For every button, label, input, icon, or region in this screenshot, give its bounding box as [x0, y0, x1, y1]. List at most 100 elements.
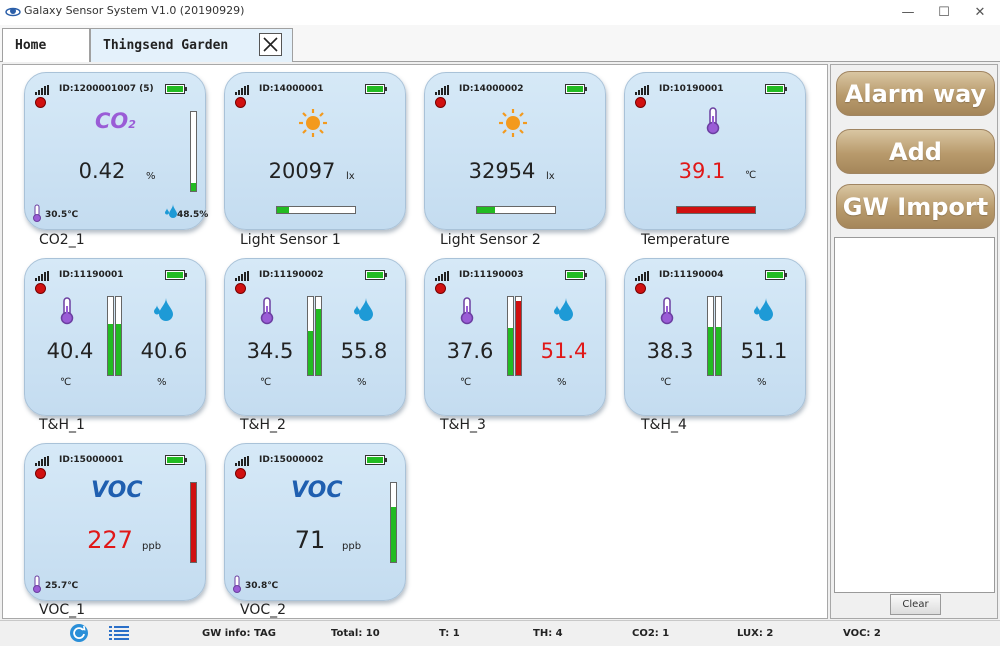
th4-hum-bar — [715, 296, 722, 376]
title-bar: Galaxy Sensor System V1.0 (20190929) — ☐… — [0, 0, 1000, 25]
th2-temp-bar — [307, 296, 314, 376]
tab-close-button[interactable] — [259, 33, 282, 56]
signal-icon — [235, 456, 249, 466]
humidity-drop-icon — [754, 298, 773, 321]
sensor-caption-th-3: T&H_3 — [440, 417, 486, 433]
sensor-card-light-2[interactable]: ID:14000002 32954 lx — [424, 72, 606, 230]
th2-hum-unit: % — [357, 377, 367, 388]
signal-icon — [635, 271, 649, 281]
co2-count: CO2: 1 — [632, 628, 670, 639]
sensor-card-th-4[interactable]: ID:11190004 38.3 51.1 ℃ % — [624, 258, 806, 416]
voc1-level-bar — [190, 482, 197, 563]
humidity-drop-icon — [165, 204, 177, 218]
voc2-temp-reading: 30.8℃ — [245, 581, 279, 591]
thermometer-icon — [33, 204, 41, 222]
total-count: Total: 10 — [331, 628, 380, 639]
sensor-card-voc-1[interactable]: ID:15000001 VOC 227 ppb 25.7℃ — [24, 443, 206, 601]
thermometer-icon — [460, 297, 474, 325]
clear-button[interactable]: Clear — [890, 594, 941, 615]
signal-icon — [235, 271, 249, 281]
tab-bar: Home Thingsend Garden — [0, 25, 1000, 62]
sensor-card-co2-1[interactable]: ID:1200001007 (5) CO2 0.42 % 30.5℃ 48.5% — [24, 72, 208, 230]
device-id: ID:14000001 — [259, 84, 324, 94]
list-view-icon[interactable] — [109, 625, 129, 641]
alarm-led — [35, 97, 46, 108]
status-bar: GW info: TAG Total: 10 T: 1 TH: 4 CO2: 1… — [0, 620, 1000, 646]
th4-temp-unit: ℃ — [660, 377, 672, 388]
thermometer-icon — [660, 297, 674, 325]
level-fill — [108, 324, 113, 375]
level-fill — [477, 207, 495, 213]
battery-icon — [565, 270, 587, 280]
device-id: ID:11190004 — [659, 270, 724, 280]
sensor-card-temperature[interactable]: ID:10190001 39.1 ℃ — [624, 72, 806, 230]
battery-icon — [565, 84, 587, 94]
log-list[interactable] — [834, 237, 995, 593]
light2-level-bar — [476, 206, 556, 214]
gw-import-button[interactable]: GW Import — [836, 184, 995, 229]
thermometer-icon — [260, 297, 274, 325]
thermometer-icon — [33, 575, 41, 593]
light1-unit: lx — [346, 171, 355, 182]
device-id: ID:14000002 — [459, 84, 524, 94]
signal-icon — [635, 85, 649, 95]
t-count: T: 1 — [439, 628, 460, 639]
th1-temp-unit: ℃ — [60, 377, 72, 388]
signal-icon — [35, 456, 49, 466]
sensor-caption-voc-1: VOC_1 — [39, 602, 86, 618]
device-id: ID:15000001 — [59, 455, 124, 465]
sensor-caption-temperature: Temperature — [641, 232, 730, 248]
level-fill — [191, 483, 196, 562]
humidity-drop-icon — [154, 298, 173, 321]
th4-temp-bar — [707, 296, 714, 376]
battery-icon — [765, 84, 787, 94]
level-fill — [316, 308, 321, 375]
sensor-grid-panel: ID:1200001007 (5) CO2 0.42 % 30.5℃ 48.5%… — [2, 64, 828, 619]
sensor-caption-th-1: T&H_1 — [39, 417, 85, 433]
th1-hum-value: 40.6 — [140, 339, 188, 363]
sensor-card-th-2[interactable]: ID:11190002 34.5 55.8 ℃ % — [224, 258, 406, 416]
battery-icon — [365, 270, 387, 280]
alarm-way-button[interactable]: Alarm way — [836, 71, 995, 116]
humidity-drop-icon — [354, 298, 373, 321]
signal-icon — [235, 85, 249, 95]
sensor-card-voc-2[interactable]: ID:15000002 VOC 71 ppb 30.8℃ — [224, 443, 406, 601]
th1-hum-unit: % — [157, 377, 167, 388]
refresh-icon[interactable] — [69, 623, 89, 643]
tab-home[interactable]: Home — [2, 28, 90, 62]
co2-temp-reading: 30.5℃ — [45, 210, 79, 220]
battery-icon — [165, 270, 187, 280]
voc-count: VOC: 2 — [843, 628, 881, 639]
device-id: ID:11190001 — [59, 270, 124, 280]
minimize-button[interactable]: — — [901, 5, 915, 20]
alarm-led — [235, 97, 246, 108]
close-window-button[interactable]: ✕ — [974, 5, 986, 20]
sun-icon — [299, 109, 327, 137]
sensor-card-light-1[interactable]: ID:14000001 20097 lx — [224, 72, 406, 230]
level-fill — [508, 328, 513, 375]
maximize-button[interactable]: ☐ — [938, 5, 950, 20]
level-fill — [277, 207, 289, 213]
device-id: ID:15000002 — [259, 455, 324, 465]
th2-temp-unit: ℃ — [260, 377, 272, 388]
sensor-caption-voc-2: VOC_2 — [240, 602, 287, 618]
sensor-card-th-3[interactable]: ID:11190003 37.6 51.4 ℃ % — [424, 258, 606, 416]
thermometer-icon — [60, 297, 74, 325]
co2-unit: % — [146, 171, 156, 182]
sun-icon — [499, 109, 527, 137]
th4-hum-unit: % — [757, 377, 767, 388]
th-count: TH: 4 — [533, 628, 563, 639]
level-fill — [716, 326, 721, 375]
add-button[interactable]: Add — [836, 129, 995, 174]
close-icon — [263, 37, 278, 52]
sensor-card-th-1[interactable]: ID:11190001 40.4 40.6 ℃ % — [24, 258, 206, 416]
level-fill — [708, 326, 713, 375]
voc2-level-bar — [390, 482, 397, 563]
tab-thingsend-garden[interactable]: Thingsend Garden — [90, 28, 293, 62]
sensor-caption-light-1: Light Sensor 1 — [240, 232, 341, 248]
device-id: ID:11190002 — [259, 270, 324, 280]
tab-garden-label: Thingsend Garden — [103, 38, 229, 53]
th3-temp-value: 37.6 — [446, 339, 494, 363]
th2-hum-value: 55.8 — [340, 339, 388, 363]
battery-icon — [365, 455, 387, 465]
